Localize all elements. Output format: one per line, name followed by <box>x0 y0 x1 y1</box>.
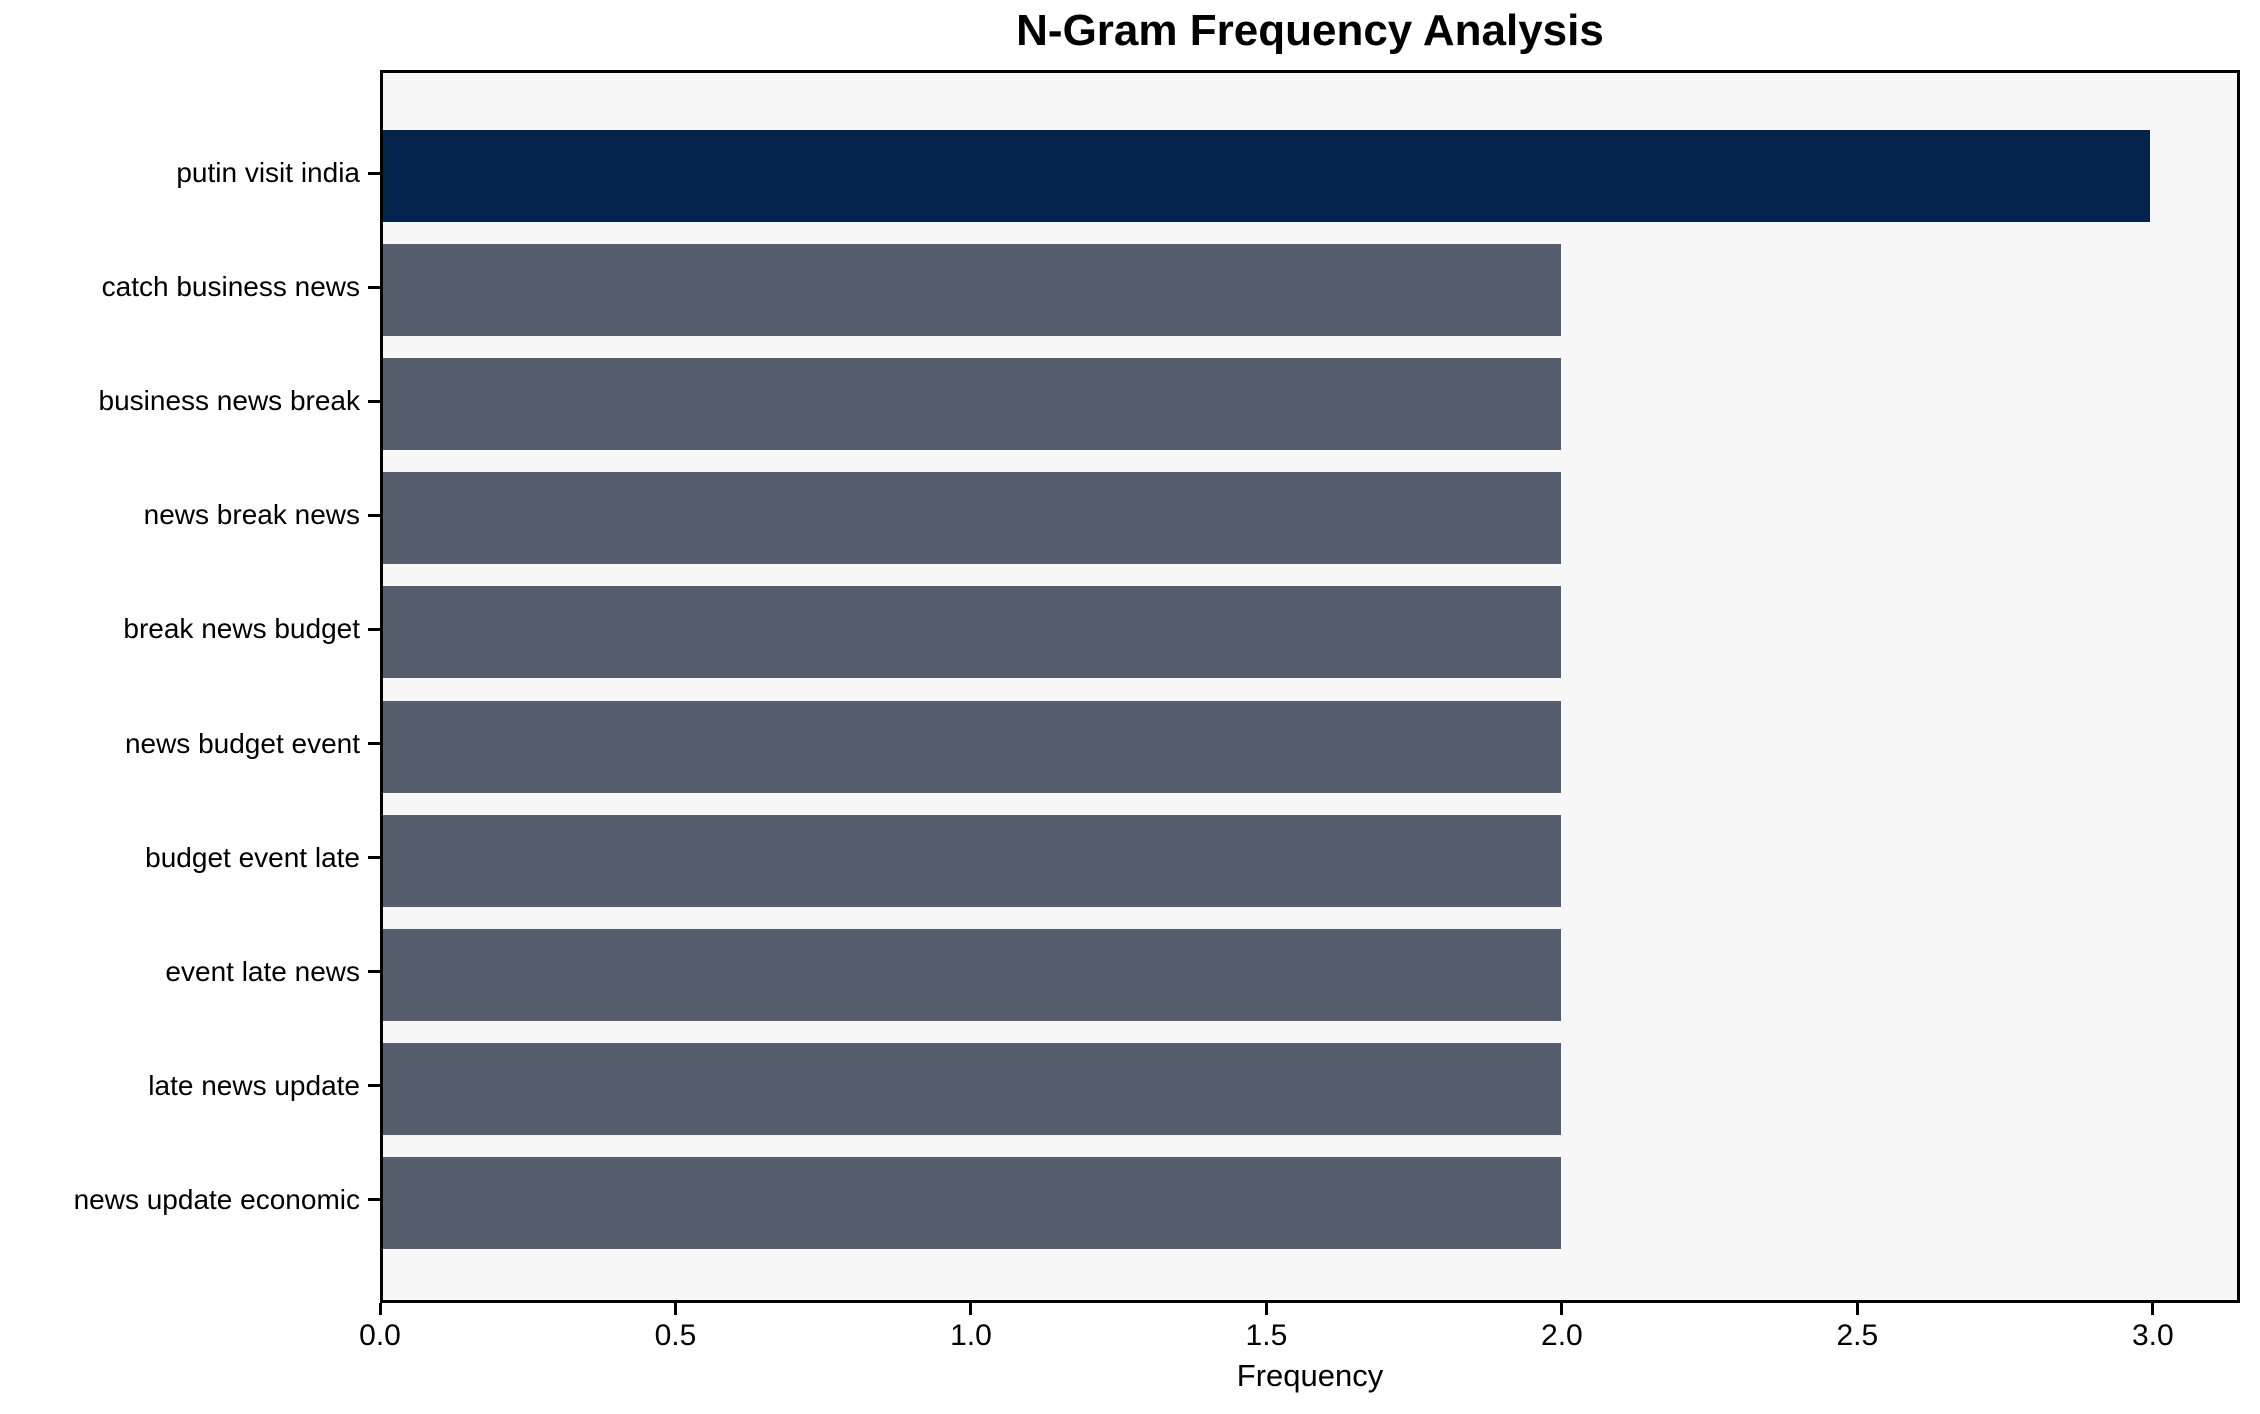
y-tick-label: news budget event <box>124 727 360 759</box>
x-axis-label: Frequency <box>1236 1358 1384 1393</box>
y-tick-label: news update economic <box>73 1183 360 1215</box>
x-tick-label: 1.5 <box>1245 1319 1288 1352</box>
bar-news-update-economic <box>383 1156 1562 1249</box>
bars-container <box>383 73 2237 1300</box>
x-tick-label: 1.0 <box>950 1319 992 1352</box>
plot-area <box>380 70 2240 1303</box>
bar-business-news-break <box>383 358 1562 451</box>
bar-budget-event-late <box>383 814 1562 907</box>
bar-break-news-budget <box>383 586 1562 679</box>
bar-putin-visit-india <box>383 130 2151 223</box>
y-tick-label: late news update <box>148 1069 360 1101</box>
y-tick-label: putin visit india <box>176 157 360 189</box>
y-tick-mark <box>368 399 380 403</box>
y-tick-label: budget event late <box>145 841 360 873</box>
x-tick-label: 2.5 <box>1836 1319 1879 1352</box>
x-tick-label: 2.0 <box>1541 1319 1583 1352</box>
bar-news-budget-event <box>383 700 1562 793</box>
bar-event-late-news <box>383 928 1562 1021</box>
y-tick-mark <box>368 171 380 175</box>
y-tick-mark <box>368 513 380 517</box>
x-tick-mark <box>1560 1303 1564 1315</box>
y-tick-mark <box>368 285 380 289</box>
x-tick-mark <box>1264 1303 1268 1315</box>
y-tick-mark <box>368 970 380 974</box>
x-tick-label: 0.0 <box>359 1319 401 1352</box>
bar-late-news-update <box>383 1042 1562 1135</box>
y-tick-mark <box>368 1084 380 1088</box>
x-tick-mark <box>969 1303 973 1315</box>
y-tick-label: event late news <box>165 955 360 987</box>
x-tick-mark <box>1855 1303 1859 1315</box>
chart-title: N-Gram Frequency Analysis <box>1016 6 1604 55</box>
bar-catch-business-news <box>383 244 1562 337</box>
x-tick-label: 0.5 <box>654 1319 697 1352</box>
y-tick-mark <box>368 1198 380 1202</box>
y-tick-label: business news break <box>98 385 360 417</box>
x-tick-mark <box>673 1303 677 1315</box>
x-tick-mark <box>378 1303 382 1315</box>
y-tick-label: news break news <box>143 499 360 531</box>
y-tick-mark <box>368 856 380 860</box>
x-tick-label: 3.0 <box>2131 1319 2174 1352</box>
x-tick-mark <box>2151 1303 2155 1315</box>
bar-news-break-news <box>383 472 1562 565</box>
y-tick-mark <box>368 742 380 746</box>
y-tick-label: break news budget <box>123 613 360 645</box>
y-tick-label: catch business news <box>101 271 360 303</box>
y-tick-mark <box>368 627 380 631</box>
